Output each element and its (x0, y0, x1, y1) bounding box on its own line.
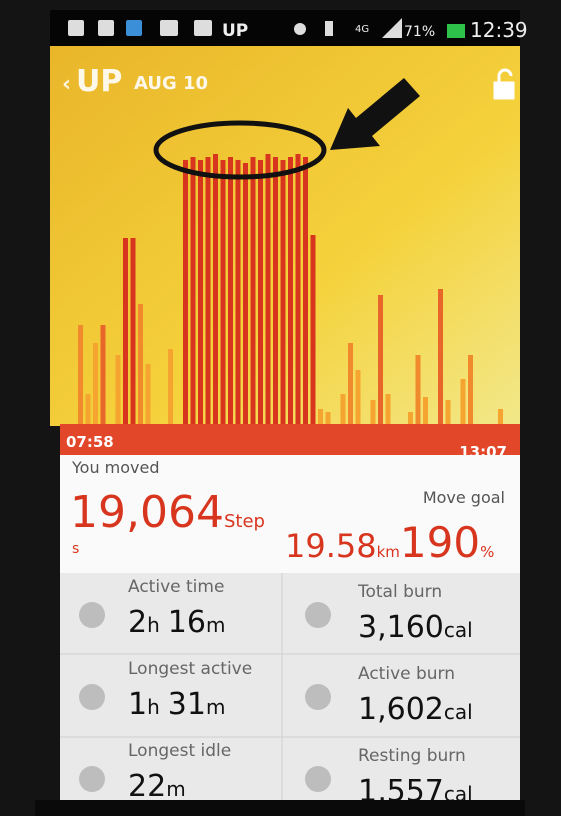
activity-bar (243, 163, 248, 424)
activity-bar (288, 157, 293, 424)
status-battery: 71% (404, 24, 435, 40)
activity-bar (101, 325, 106, 424)
stat-label: Active time (128, 577, 224, 597)
steps-unit-wrap: s (72, 541, 79, 557)
activity-bar (408, 412, 413, 424)
stat-unit: cal (444, 618, 473, 642)
activity-bar (146, 364, 151, 424)
activity-bar (131, 238, 136, 424)
goal-unit: % (480, 543, 494, 561)
phone-bottom (35, 800, 525, 816)
activity-bar (168, 349, 173, 424)
stat-number: 1,602 (358, 692, 444, 727)
stat-unit: h (147, 613, 160, 637)
activity-bar (318, 409, 323, 424)
activity-bar (86, 394, 91, 424)
activity-bar (296, 154, 301, 424)
activity-bar (266, 154, 271, 424)
activity-bar (123, 238, 128, 424)
activity-bar (341, 394, 346, 424)
activity-bar (236, 160, 241, 424)
stat-number: 1 (128, 687, 147, 722)
stat-icon (79, 684, 105, 710)
stat-number: 2 (128, 605, 147, 640)
activity-bar (78, 325, 83, 424)
activity-bar (386, 394, 391, 424)
activity-bar (213, 154, 218, 424)
stat-number: 31 (168, 687, 206, 722)
steps-unit: Step (224, 511, 265, 532)
activity-bar (281, 160, 286, 424)
activity-bar (498, 409, 503, 424)
back-chevron[interactable]: ‹ (62, 72, 71, 97)
activity-bar (138, 304, 143, 424)
screen: UP 4G 71% 12:39 ‹ UP AUG 10 07:58 13:07 … (0, 0, 561, 816)
activity-bar (371, 400, 376, 424)
activity-bar (93, 343, 98, 424)
activity-bar (378, 295, 383, 424)
page: UP 4G 71% 12:39 ‹ UP AUG 10 07:58 13:07 … (0, 0, 561, 816)
header-logo[interactable]: UP (76, 64, 122, 99)
activity-bar (221, 160, 226, 424)
activity-bar (183, 160, 188, 424)
stat-unit: h (147, 695, 160, 719)
activity-bar (303, 157, 308, 424)
activity-bar (468, 355, 473, 424)
stat-icon (305, 766, 331, 792)
stat-icon (79, 766, 105, 792)
activity-bar (311, 235, 316, 424)
stat-label: Total burn (357, 582, 442, 602)
activity-bar (423, 397, 428, 424)
status-app: UP (222, 21, 248, 41)
distance-unit: km (377, 543, 400, 561)
stat-icon (79, 602, 105, 628)
distance-number: 19.58 (285, 527, 377, 565)
activity-bar (258, 160, 263, 424)
stat-unit: m (206, 695, 225, 719)
stat-unit: m (166, 777, 185, 801)
goal-number: 190 (400, 518, 480, 567)
status-network: 4G (355, 24, 369, 35)
stat-unit: cal (444, 700, 473, 724)
activity-bar (326, 412, 331, 424)
stat-label: Longest active (128, 659, 252, 679)
stat-number: 16 (168, 605, 206, 640)
activity-bar (348, 343, 353, 424)
stat-label: Resting burn (358, 746, 466, 766)
stat-unit: m (206, 613, 225, 637)
activity-bar (198, 160, 203, 424)
time-bar (60, 424, 520, 460)
activity-bar (273, 157, 278, 424)
moved-label: You moved (71, 458, 160, 477)
status-time: 12:39 (470, 18, 528, 42)
activity-bar (191, 157, 196, 424)
stat-label: Active burn (358, 664, 455, 684)
activity-bar (446, 400, 451, 424)
header-date: AUG 10 (134, 73, 208, 94)
start-time: 07:58 (66, 433, 114, 451)
stat-number: 22 (128, 769, 166, 804)
activity-bar (416, 355, 421, 424)
stat-label: Longest idle (128, 741, 231, 761)
activity-bar (228, 157, 233, 424)
activity-bar (438, 289, 443, 424)
activity-bar (356, 370, 361, 424)
stat-icon (305, 602, 331, 628)
goal-label: Move goal (423, 488, 505, 507)
stat-icon (305, 684, 331, 710)
activity-bar (251, 157, 256, 424)
activity-bar (206, 157, 211, 424)
activity-bar (461, 379, 466, 424)
activity-bar (116, 355, 121, 424)
steps-number: 19,064 (70, 487, 224, 538)
stat-number: 3,160 (358, 610, 444, 645)
